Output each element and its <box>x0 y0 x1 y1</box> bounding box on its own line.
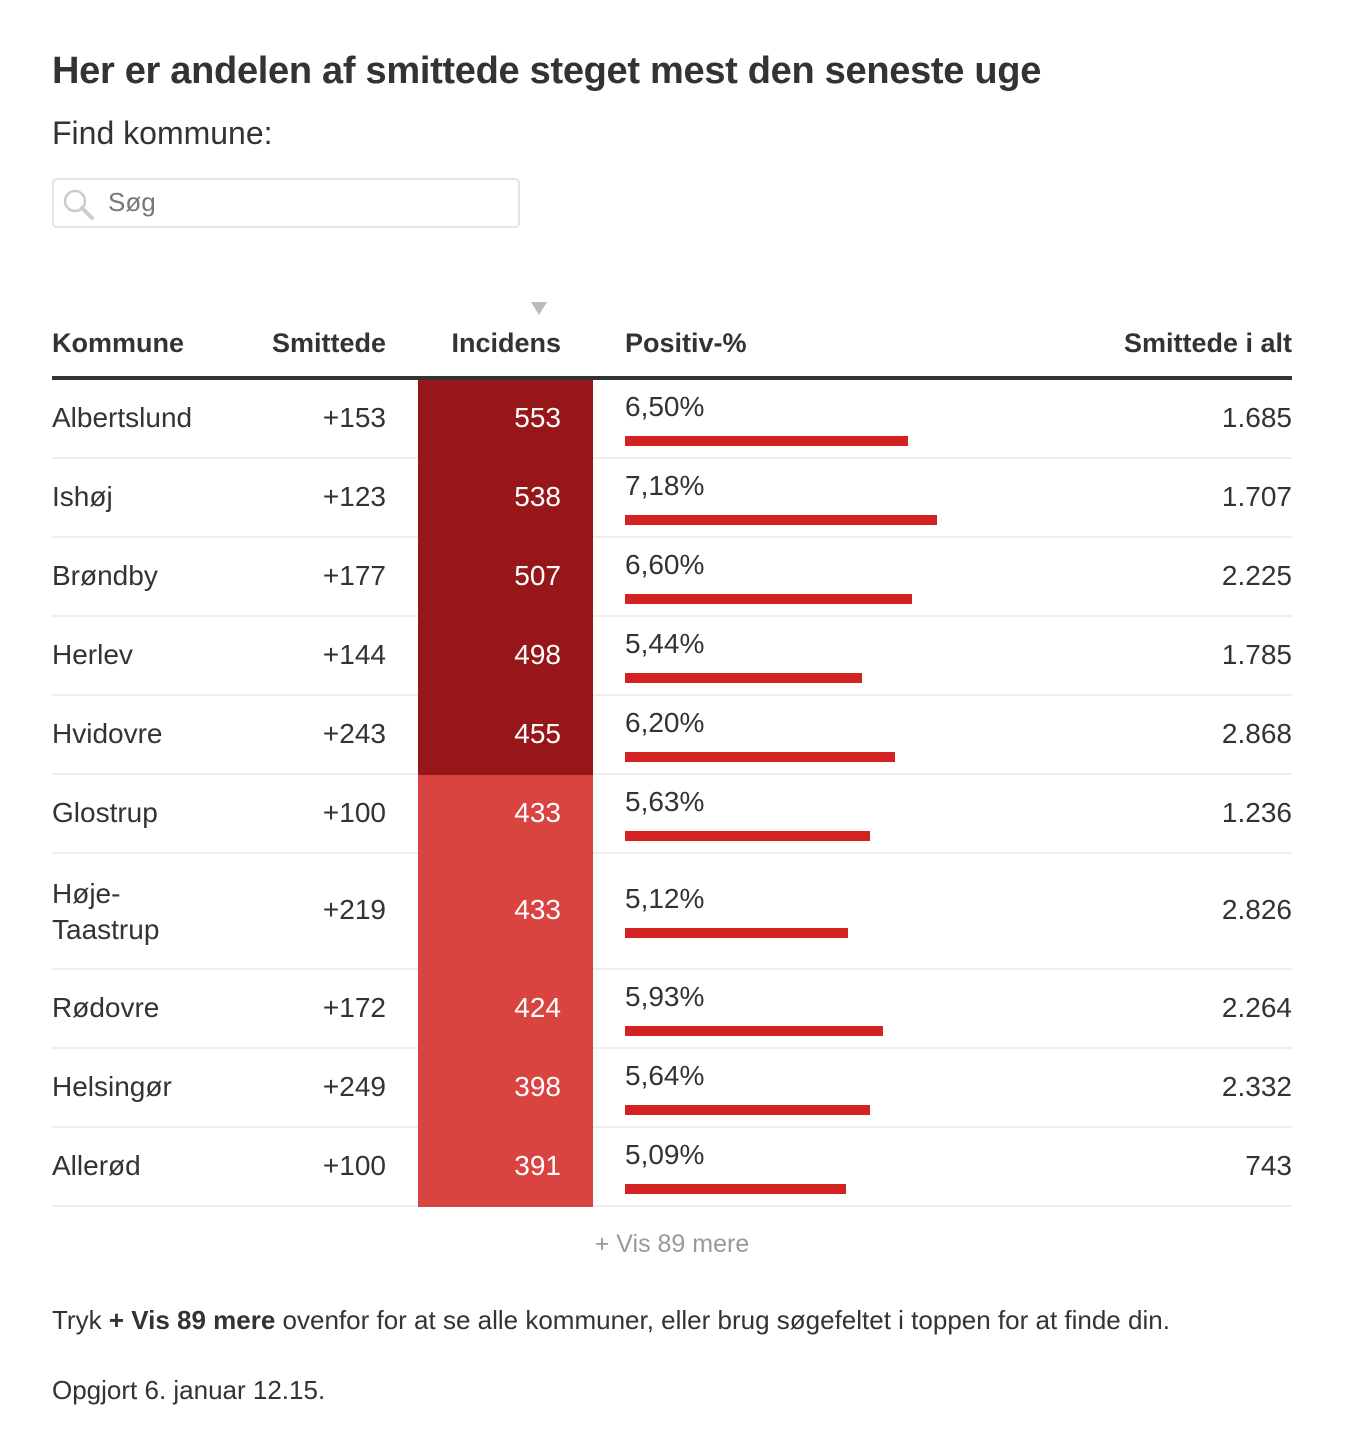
cell-smittede-i-alt: 1.685 <box>1221 401 1292 433</box>
cell-incidens: 538 <box>418 459 593 538</box>
note-post: ovenfor for at se alle kommuner, eller b… <box>275 1305 1170 1335</box>
positiv-bar <box>625 751 895 762</box>
cell-kommune: Brøndby <box>52 559 158 591</box>
incidens-value: 424 <box>514 991 561 1023</box>
cell-kommune: Rødovre <box>52 991 160 1023</box>
cell-smittede-i-alt: 1.236 <box>1221 796 1292 828</box>
positiv-bar <box>625 928 848 938</box>
cell-kommune: Albertslund <box>52 401 193 433</box>
cell-incidens: 424 <box>418 970 593 1049</box>
table-row: Brøndby +177 507 6,60% 2.225 <box>52 538 1292 617</box>
find-label: Find kommune: <box>52 115 273 151</box>
cell-incidens: 507 <box>418 538 593 617</box>
cell-smittede: +123 <box>322 480 386 512</box>
updated-note: Opgjort 6. januar 12.15. <box>52 1375 326 1405</box>
incidens-value: 391 <box>514 1149 561 1181</box>
cell-kommune: Helsingør <box>52 1070 172 1102</box>
cell-positiv: 6,50% <box>625 390 705 422</box>
cell-positiv: 6,60% <box>625 548 705 580</box>
cell-smittede: +153 <box>322 401 386 433</box>
cell-incidens: 455 <box>418 696 593 775</box>
header-incidens[interactable]: Incidens <box>451 328 561 358</box>
header-divider <box>52 376 1292 380</box>
positiv-bar <box>625 830 870 841</box>
cell-smittede: +219 <box>322 894 386 925</box>
cell-smittede-i-alt: 2.332 <box>1221 1070 1292 1102</box>
cell-positiv: 5,09% <box>625 1138 705 1170</box>
header-kommune[interactable]: Kommune <box>52 328 185 358</box>
incidens-value: 553 <box>514 401 561 433</box>
cell-smittede: +177 <box>322 559 386 591</box>
cell-smittede: +100 <box>322 796 386 828</box>
cell-kommune: Glostrup <box>52 796 158 828</box>
cell-positiv: 6,20% <box>625 706 705 738</box>
note-pre: Tryk <box>52 1305 109 1335</box>
incidens-value: 507 <box>514 559 561 591</box>
incidens-value: 433 <box>514 894 561 925</box>
cell-kommune: Ishøj <box>52 480 113 512</box>
cell-smittede-i-alt: 2.868 <box>1221 717 1292 749</box>
positiv-bar <box>625 1183 847 1194</box>
search-input[interactable] <box>106 186 510 219</box>
cell-positiv: 5,64% <box>625 1059 705 1091</box>
incidens-value: 498 <box>514 638 561 670</box>
table-row: Allerød +100 391 5,09% 743 <box>52 1128 1292 1207</box>
search-icon <box>63 189 94 220</box>
cell-smittede: +172 <box>322 991 386 1023</box>
cell-incidens: 391 <box>418 1128 593 1207</box>
positiv-bar <box>625 514 938 525</box>
cell-incidens: 553 <box>418 380 593 459</box>
cell-positiv: 5,12% <box>625 883 705 914</box>
table-row: Helsingør +249 398 5,64% 2.332 <box>52 1049 1292 1128</box>
cell-smittede: +249 <box>322 1070 386 1102</box>
cell-smittede: +243 <box>322 717 386 749</box>
cell-positiv: 5,93% <box>625 980 705 1012</box>
cell-incidens: 433 <box>418 854 593 970</box>
table-row: Hvidovre +243 455 6,20% 2.868 <box>52 696 1292 775</box>
table-row: Ishøj +123 538 7,18% 1.707 <box>52 459 1292 538</box>
cell-smittede: +100 <box>322 1149 386 1181</box>
search-box[interactable] <box>52 178 520 228</box>
cell-positiv: 7,18% <box>625 469 705 501</box>
cell-smittede-i-alt: 2.225 <box>1221 559 1292 591</box>
incidens-value: 455 <box>514 717 561 749</box>
cell-kommune: Hvidovre <box>52 717 163 749</box>
header-smittede-i-alt[interactable]: Smittede i alt <box>1123 328 1292 358</box>
cell-smittede-i-alt: 1.707 <box>1221 480 1292 512</box>
cell-incidens: 498 <box>418 617 593 696</box>
note-bold: + Vis 89 mere <box>108 1305 276 1335</box>
header-positiv[interactable]: Positiv-% <box>625 328 747 358</box>
cell-positiv: 5,63% <box>625 785 705 817</box>
positiv-bar <box>625 1104 871 1115</box>
header-smittede[interactable]: Smittede <box>271 328 386 358</box>
cell-smittede-i-alt: 2.826 <box>1221 894 1292 925</box>
instruction-note: Tryk + Vis 89 mere ovenfor for at se all… <box>52 1305 1170 1336</box>
incidens-value: 538 <box>514 480 561 512</box>
cell-positiv: 5,44% <box>625 627 705 659</box>
table-row: Herlev +144 498 5,44% 1.785 <box>52 617 1292 696</box>
show-more-button[interactable]: + Vis 89 mere <box>594 1230 750 1258</box>
table-row: Glostrup +100 433 5,63% 1.236 <box>52 775 1292 854</box>
cell-incidens: 433 <box>418 775 593 854</box>
cell-kommune: Herlev <box>52 638 133 670</box>
cell-smittede-i-alt: 1.785 <box>1221 638 1292 670</box>
cell-kommune: Allerød <box>52 1149 141 1181</box>
incidens-value: 433 <box>514 796 561 828</box>
page-title: Her er andelen af smittede steget mest d… <box>52 50 1042 92</box>
sort-descending-icon <box>531 302 547 315</box>
cell-smittede: +144 <box>322 638 386 670</box>
positiv-bar <box>625 593 913 604</box>
cell-incidens: 398 <box>418 1049 593 1128</box>
table-row: Høje-Taastrup +219 433 5,12% 2.826 <box>52 854 1292 970</box>
positiv-bar <box>625 672 862 683</box>
cell-smittede-i-alt: 743 <box>1245 1149 1292 1181</box>
incidens-value: 398 <box>514 1070 561 1102</box>
table-row: Rødovre +172 424 5,93% 2.264 <box>52 970 1292 1049</box>
positiv-bar <box>625 1025 883 1036</box>
table-row: Albertslund +153 553 6,50% 1.685 <box>52 380 1292 459</box>
cell-smittede-i-alt: 2.264 <box>1221 991 1292 1023</box>
positiv-bar <box>625 435 908 446</box>
cell-kommune: Høje-Taastrup <box>52 878 160 945</box>
